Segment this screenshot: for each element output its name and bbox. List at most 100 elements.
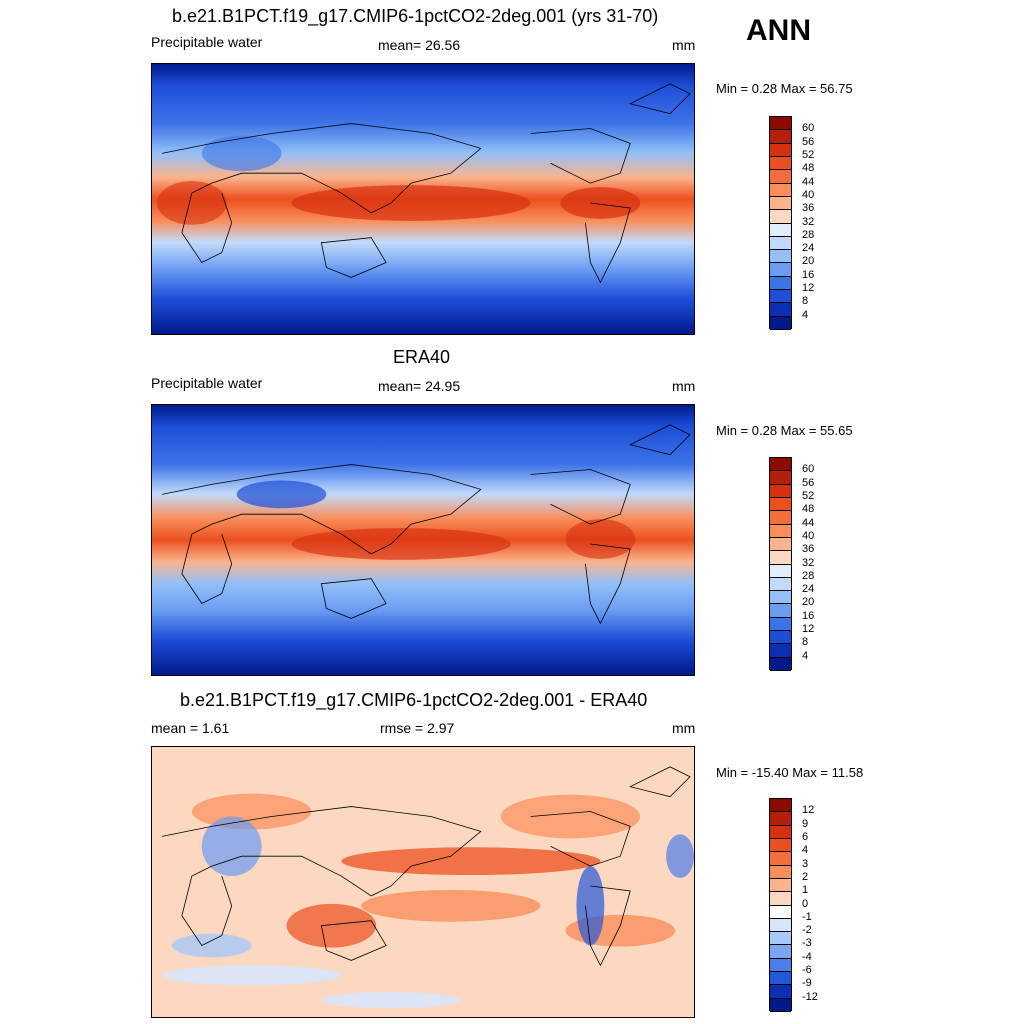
colorbar-label: 24 <box>802 583 815 596</box>
colorbar-label: 28 <box>802 569 815 582</box>
colorbar-segment <box>770 551 791 565</box>
panel3-map <box>151 746 695 1018</box>
colorbar-label: 4 <box>802 844 809 857</box>
colorbar-label: 9 <box>802 817 809 830</box>
colorbar-label: 48 <box>802 503 815 516</box>
colorbar-label: 52 <box>802 148 815 161</box>
colorbar-label: 40 <box>802 529 815 542</box>
colorbar-label: 8 <box>802 295 809 308</box>
colorbar-label: -9 <box>802 977 812 990</box>
panel2-units-label: mm <box>672 378 696 394</box>
panel1-units-label: mm <box>672 37 696 53</box>
colorbar-segment <box>770 945 791 959</box>
colorbar-segment <box>770 905 791 919</box>
colorbar-segment <box>770 657 791 671</box>
colorbar-label: 44 <box>802 516 815 529</box>
colorbar-segment <box>770 825 791 839</box>
panel1-title: b.e21.B1PCT.f19_g17.CMIP6-1pctCO2-2deg.0… <box>172 6 659 26</box>
colorbar-segment <box>770 117 791 131</box>
colorbar-segment <box>770 537 791 552</box>
colorbar-label: 16 <box>802 268 815 281</box>
colorbar-segment <box>770 799 791 813</box>
colorbar-label: 4 <box>802 308 809 321</box>
colorbar-segment <box>770 985 791 999</box>
colorbar-label: 6 <box>802 830 809 843</box>
panel3-colorbar <box>769 798 792 1012</box>
colorbar-label: 56 <box>802 135 815 148</box>
colorbar-label: 3 <box>802 857 809 870</box>
colorbar-label: -2 <box>802 924 812 937</box>
colorbar-segment <box>770 631 791 645</box>
colorbar-segment <box>770 497 791 512</box>
colorbar-segment <box>770 865 791 879</box>
colorbar-label: 28 <box>802 228 815 241</box>
panel3-units-label: mm <box>672 720 696 736</box>
colorbar-label: 60 <box>802 463 815 476</box>
colorbar-segment <box>770 972 791 986</box>
colorbar-segment <box>770 156 791 171</box>
panel2-title: ERA40 <box>393 347 451 367</box>
colorbar-segment <box>770 196 791 211</box>
colorbar-segment <box>770 471 791 485</box>
colorbar-segment <box>770 812 791 826</box>
panel1-colorbar <box>769 116 792 330</box>
colorbar-label: 36 <box>802 543 815 556</box>
panel2-variable-label: Precipitable water <box>151 375 263 391</box>
panel1-map <box>151 63 695 335</box>
colorbar-label: 60 <box>802 122 815 135</box>
colorbar-segment <box>770 316 791 330</box>
panel3-rmse-label: rmse = 2.97 <box>380 720 455 736</box>
colorbar-label: -3 <box>802 937 812 950</box>
panel3-title: b.e21.B1PCT.f19_g17.CMIP6-1pctCO2-2deg.0… <box>180 690 648 710</box>
colorbar-segment <box>770 143 791 157</box>
colorbar-segment <box>770 236 791 251</box>
colorbar-label: 1 <box>802 884 809 897</box>
colorbar-segment <box>770 303 791 317</box>
colorbar-label: 52 <box>802 489 815 502</box>
colorbar-segment <box>770 183 791 197</box>
colorbar-segment <box>770 591 791 605</box>
colorbar-label: 48 <box>802 162 815 175</box>
colorbar-label: -1 <box>802 910 812 923</box>
colorbar-label: 20 <box>802 255 815 268</box>
colorbar-label: 12 <box>802 623 815 636</box>
colorbar-label: 24 <box>802 242 815 255</box>
colorbar-segment <box>770 604 791 618</box>
colorbar-label: -6 <box>802 964 812 977</box>
panel1-mean-label: mean= 26.56 <box>378 37 461 53</box>
colorbar-label: 56 <box>802 476 815 489</box>
panel3-mean-label: mean = 1.61 <box>151 720 230 736</box>
colorbar-segment <box>770 276 791 291</box>
colorbar-segment <box>770 524 791 538</box>
colorbar-label: 4 <box>802 649 809 662</box>
colorbar-label: 12 <box>802 804 815 817</box>
panel1-variable-label: Precipitable water <box>151 34 263 50</box>
panel1-minmax-label: Min = 0.28 Max = 56.75 <box>716 81 853 96</box>
colorbar-segment <box>770 263 791 277</box>
colorbar-segment <box>770 564 791 578</box>
colorbar-segment <box>770 617 791 632</box>
colorbar-segment <box>770 170 791 184</box>
colorbar-label: 2 <box>802 870 809 883</box>
colorbar-label: 32 <box>802 556 815 569</box>
colorbar-segment <box>770 932 791 946</box>
colorbar-segment <box>770 511 791 525</box>
colorbar-segment <box>770 838 791 853</box>
colorbar-segment <box>770 484 791 498</box>
colorbar-segment <box>770 918 791 933</box>
colorbar-label: 40 <box>802 188 815 201</box>
colorbar-segment <box>770 250 791 264</box>
panel2-map <box>151 404 695 676</box>
colorbar-segment <box>770 577 791 592</box>
colorbar-segment <box>770 958 791 973</box>
colorbar-label: 20 <box>802 596 815 609</box>
colorbar-segment <box>770 458 791 472</box>
colorbar-label: 36 <box>802 202 815 215</box>
panel2-minmax-label: Min = 0.28 Max = 55.65 <box>716 423 853 438</box>
season-label: ANN <box>746 14 811 47</box>
panel2-colorbar <box>769 457 792 671</box>
colorbar-segment <box>770 223 791 237</box>
colorbar-label: 12 <box>802 282 815 295</box>
panel3-minmax-label: Min = -15.40 Max = 11.58 <box>716 765 864 780</box>
colorbar-label: 16 <box>802 609 815 622</box>
